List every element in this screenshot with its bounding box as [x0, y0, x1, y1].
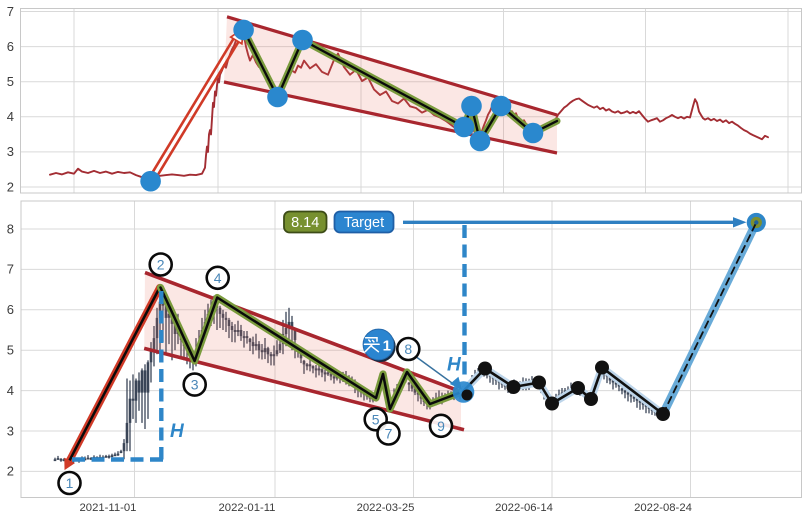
- svg-text:3: 3: [7, 144, 14, 159]
- svg-text:6: 6: [7, 302, 14, 317]
- svg-text:4: 4: [7, 109, 14, 124]
- svg-text:5: 5: [7, 74, 14, 89]
- svg-text:5: 5: [372, 411, 380, 427]
- svg-text:H: H: [170, 421, 185, 442]
- svg-text:3: 3: [7, 423, 14, 438]
- svg-text:8: 8: [7, 221, 14, 236]
- svg-text:1: 1: [66, 475, 74, 491]
- svg-text:2: 2: [157, 257, 165, 273]
- svg-text:2: 2: [7, 464, 14, 479]
- svg-text:2022-06-14: 2022-06-14: [495, 502, 553, 514]
- svg-text:4: 4: [7, 383, 14, 398]
- svg-text:7: 7: [385, 426, 393, 442]
- svg-text:7: 7: [7, 4, 14, 19]
- svg-text:6: 6: [7, 39, 14, 54]
- svg-text:5: 5: [7, 343, 14, 358]
- svg-text:2022-03-25: 2022-03-25: [357, 502, 415, 514]
- svg-text:2022-01-11: 2022-01-11: [219, 502, 276, 514]
- svg-text:9: 9: [437, 418, 445, 434]
- svg-text:2: 2: [7, 179, 14, 194]
- svg-text:7: 7: [7, 262, 14, 277]
- svg-text:2022-08-24: 2022-08-24: [634, 502, 692, 514]
- svg-text:8.14: 8.14: [291, 215, 319, 231]
- svg-text:8: 8: [404, 341, 412, 357]
- svg-text:3: 3: [191, 377, 199, 393]
- svg-text:H: H: [447, 355, 462, 376]
- svg-text:Target: Target: [344, 215, 384, 231]
- svg-text:1: 1: [383, 338, 391, 355]
- svg-text:2021-11-01: 2021-11-01: [80, 502, 137, 514]
- svg-text:4: 4: [214, 270, 222, 286]
